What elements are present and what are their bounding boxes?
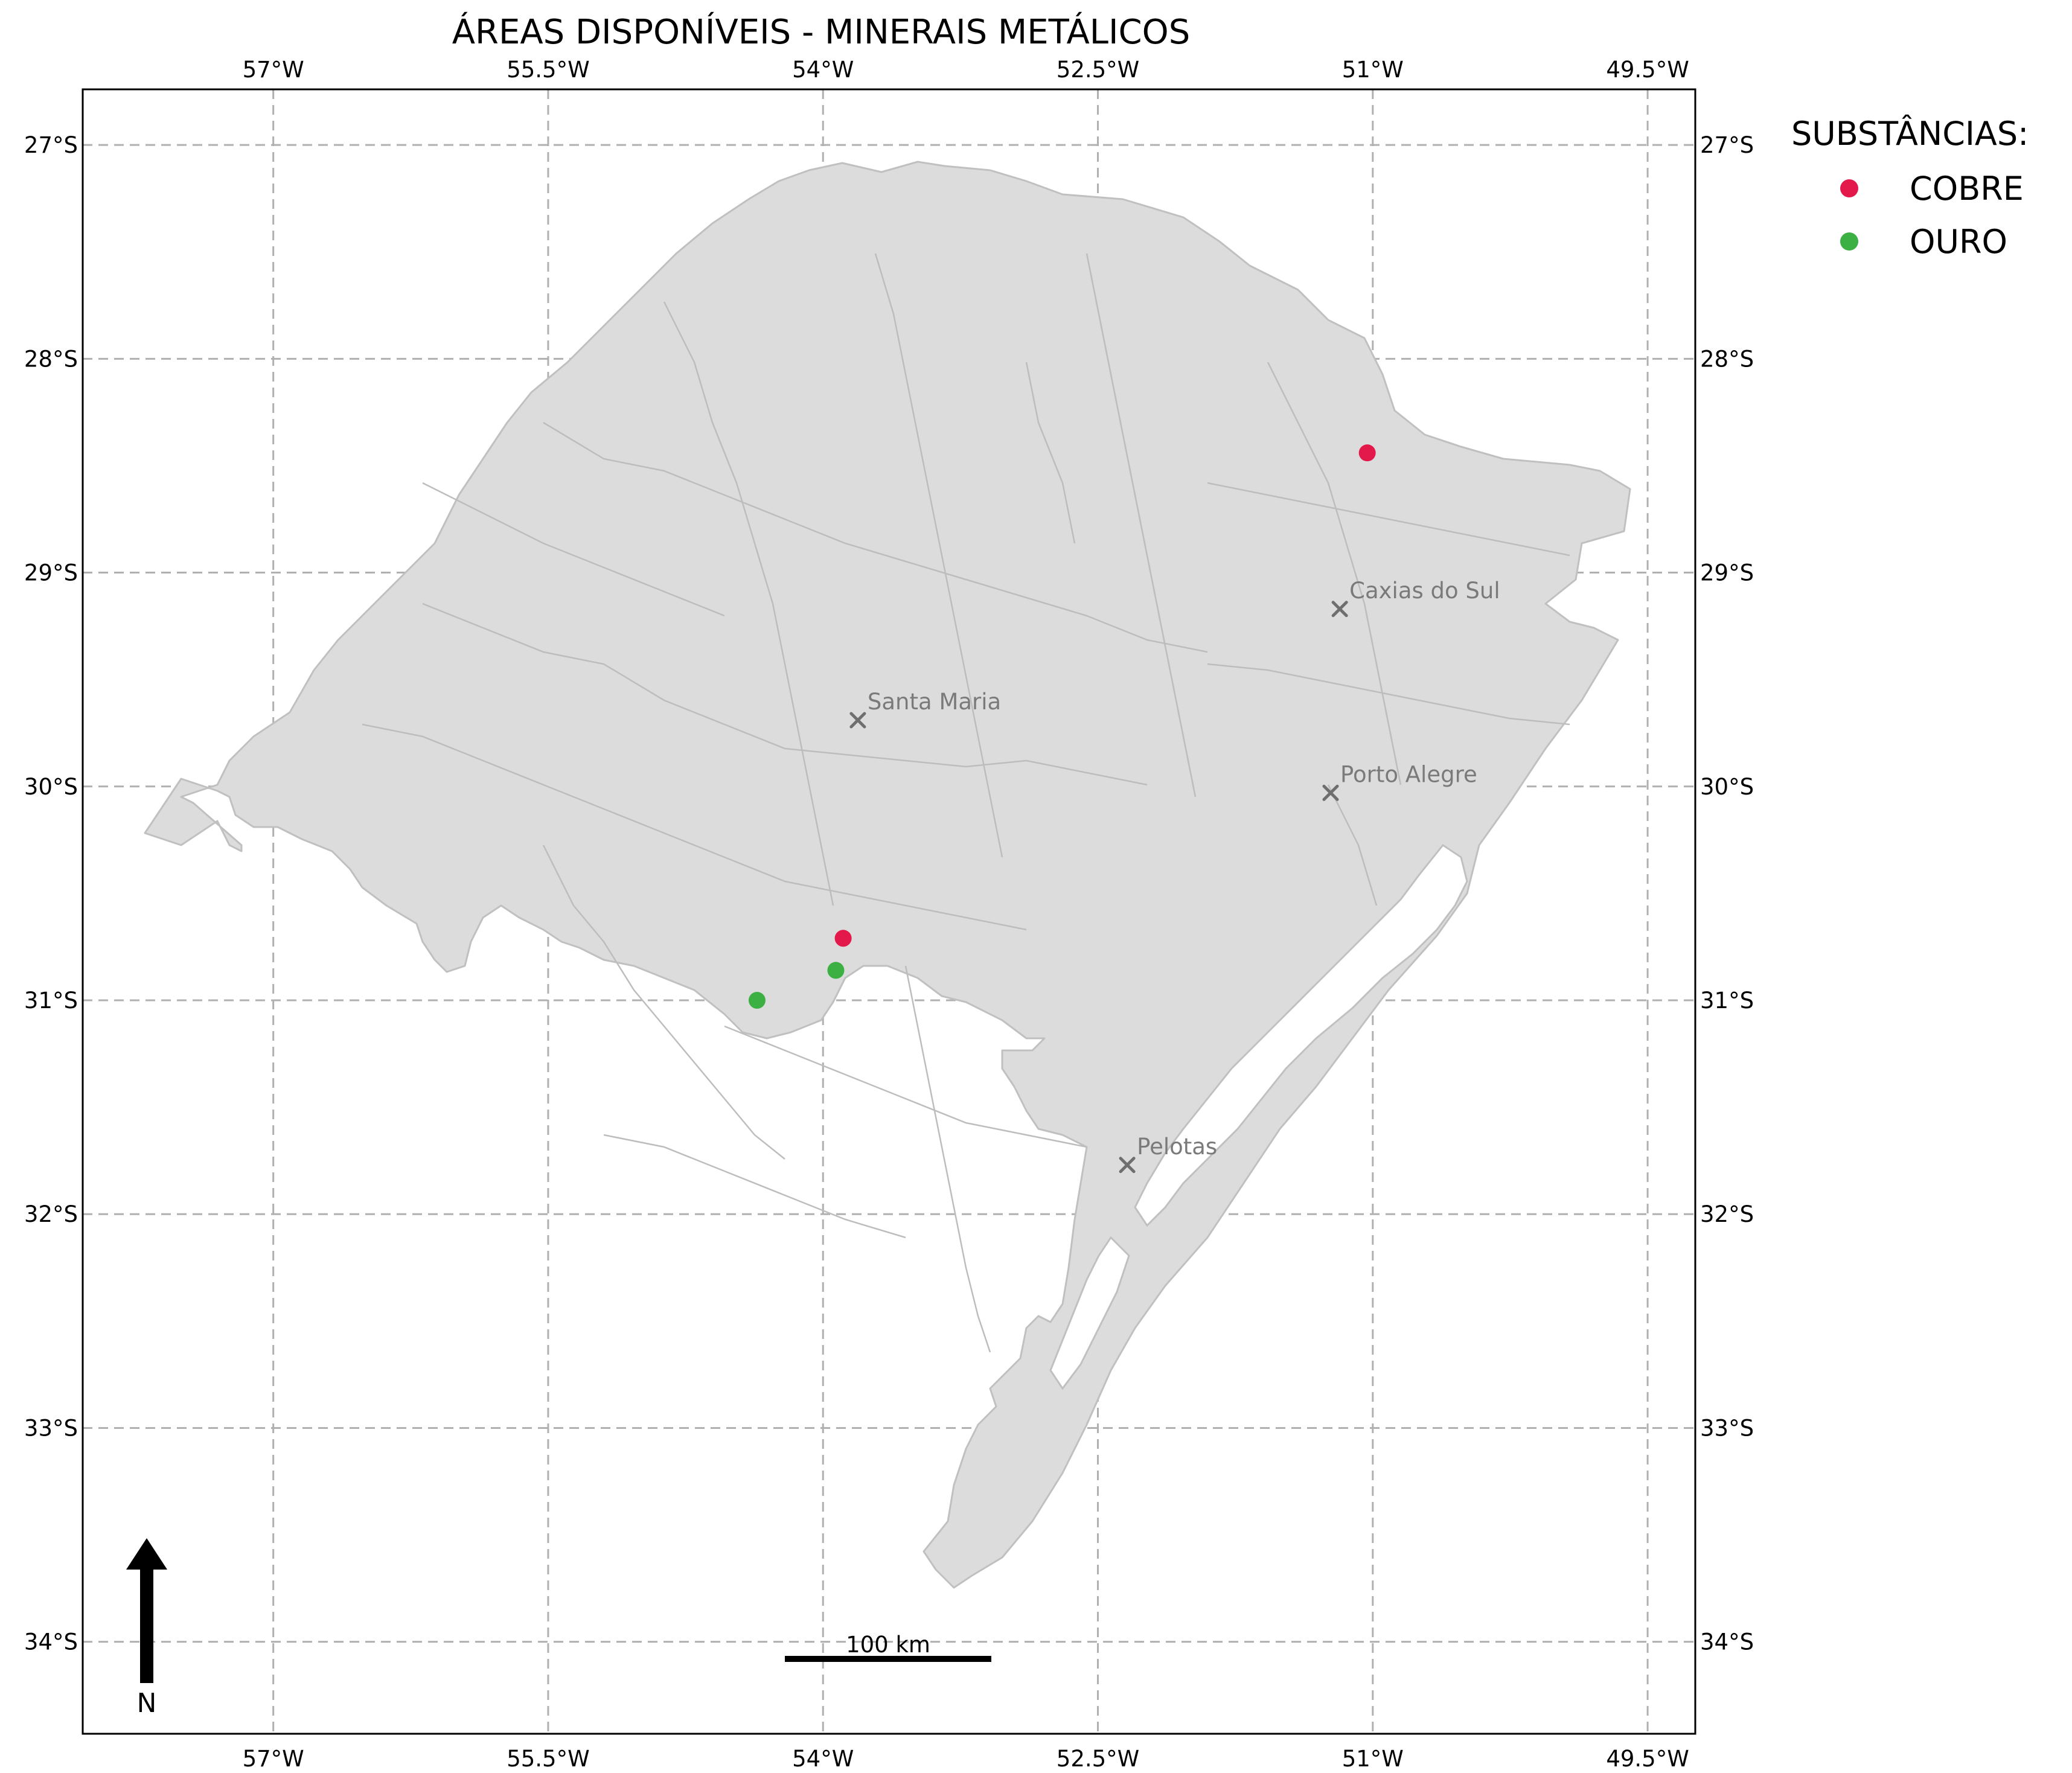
lat-tick-right: 28°S xyxy=(1700,346,1754,372)
legend-swatch xyxy=(1840,232,1858,251)
lat-tick-left: 33°S xyxy=(24,1415,78,1441)
mineral-occurrences xyxy=(748,444,1376,1009)
lon-tick-top: 57°W xyxy=(243,57,304,83)
lon-tick-bottom: 55.5°W xyxy=(507,1746,589,1772)
occurrence-point xyxy=(827,962,845,979)
city-marker: Porto Alegre xyxy=(1322,761,1477,801)
lat-tick-right: 31°S xyxy=(1700,988,1754,1014)
lat-tick-right: 34°S xyxy=(1700,1629,1754,1655)
lon-tick-bottom: 49.5°W xyxy=(1606,1746,1689,1772)
lat-tick-left: 34°S xyxy=(24,1629,78,1655)
legend-title: SUBSTÂNCIAS: xyxy=(1791,115,2029,153)
occurrence-point xyxy=(748,992,766,1009)
lon-tick-top: 49.5°W xyxy=(1606,57,1689,83)
map-frame xyxy=(82,88,1696,1735)
legend-label: OURO xyxy=(1910,223,2007,261)
legend-label: COBRE xyxy=(1910,170,2024,208)
lat-tick-left: 28°S xyxy=(24,346,78,372)
lat-tick-right: 29°S xyxy=(1700,560,1754,586)
lon-tick-bottom: 51°W xyxy=(1342,1746,1404,1772)
legend-swatch xyxy=(1840,179,1858,197)
city-marker: Pelotas xyxy=(1119,1134,1217,1174)
rio-grande-do-sul-land xyxy=(144,161,1631,1589)
lat-tick-right: 30°S xyxy=(1700,774,1754,800)
north-label: N xyxy=(137,1688,157,1719)
city-cross-icon xyxy=(849,712,866,729)
north-arrow: N xyxy=(126,1538,167,1719)
city-cross-icon xyxy=(1322,784,1339,801)
city-marker: Caxias do Sul xyxy=(1331,578,1500,618)
city-cross-icon xyxy=(1331,601,1348,618)
lagoa-mirim xyxy=(1049,1236,1130,1390)
lat-tick-left: 32°S xyxy=(24,1201,78,1227)
lat-tick-right: 32°S xyxy=(1700,1201,1754,1227)
lon-tick-top: 51°W xyxy=(1342,57,1404,83)
north-arrow-icon xyxy=(126,1538,167,1683)
lon-tick-top: 54°W xyxy=(792,57,854,83)
cities: Santa Maria Caxias do Sul Porto Alegre Pelo… xyxy=(849,578,1500,1174)
scale-bar: 100 km xyxy=(785,1632,991,1662)
city-cross-icon xyxy=(1119,1157,1136,1174)
legend: SUBSTÂNCIAS: COBRE OURO xyxy=(1791,115,2029,261)
city-label: Santa Maria xyxy=(868,689,1001,715)
city-label: Porto Alegre xyxy=(1340,761,1477,787)
city-label: Caxias do Sul xyxy=(1349,578,1500,604)
lat-tick-right: 33°S xyxy=(1700,1415,1754,1441)
occurrence-point xyxy=(1358,444,1376,462)
legend-items: COBRE OURO xyxy=(1840,170,2024,261)
lon-tick-bottom: 57°W xyxy=(243,1746,304,1772)
occurrence-point xyxy=(834,930,852,947)
state-outline xyxy=(144,161,1631,1589)
map-title: ÁREAS DISPONÍVEIS - MINERAIS METÁLICOS xyxy=(452,12,1190,52)
graticule: 57°W 57°W 55.5°W 55.5°W 54°W 54°W 52.5°W 52.5°W… xyxy=(24,57,1754,1772)
city-label: Pelotas xyxy=(1137,1134,1217,1160)
lagoa-dos-patos xyxy=(1134,843,1468,1227)
municipal-boundaries xyxy=(362,253,1570,1353)
lon-tick-top: 55.5°W xyxy=(507,57,589,83)
lon-tick-top: 52.5°W xyxy=(1057,57,1139,83)
lat-tick-left: 29°S xyxy=(24,560,78,586)
scale-bar-label: 100 km xyxy=(846,1632,930,1658)
lat-tick-left: 31°S xyxy=(24,988,78,1014)
city-marker: Santa Maria xyxy=(849,689,1001,729)
lat-tick-right: 27°S xyxy=(1700,132,1754,158)
lat-tick-left: 27°S xyxy=(24,132,78,158)
lon-tick-bottom: 54°W xyxy=(792,1746,854,1772)
lon-tick-bottom: 52.5°W xyxy=(1057,1746,1139,1772)
lat-tick-left: 30°S xyxy=(24,774,78,800)
